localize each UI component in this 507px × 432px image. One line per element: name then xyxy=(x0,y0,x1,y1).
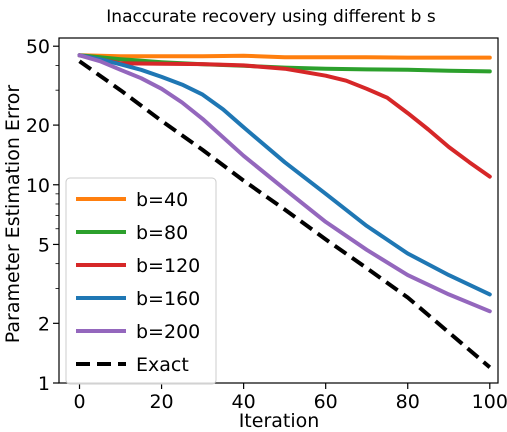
legend-label: b=80 xyxy=(136,222,188,244)
x-tick-label: 20 xyxy=(149,391,173,413)
series-line-b-120 xyxy=(77,53,492,179)
legend-label: b=160 xyxy=(136,288,200,310)
y-axis-label: Parameter Estimation Error xyxy=(2,85,24,344)
x-tick-label: 100 xyxy=(472,391,507,413)
series-line-b-160 xyxy=(77,53,492,297)
y-tick-label: 2 xyxy=(38,313,50,335)
legend: b=40 b=80 b=120 b=160 b=200 Exact xyxy=(65,177,217,385)
y-tick-label: 1 xyxy=(38,373,50,395)
y-tick-label: 20 xyxy=(26,115,50,137)
y-tick-label: 5 xyxy=(38,234,50,256)
y-tick-label: 10 xyxy=(26,175,50,197)
plot-area: 0 20 40 60 80 100 1 2 5 10 20 50 xyxy=(26,36,507,413)
x-axis-label: Iteration xyxy=(239,410,320,432)
series-line-b-200 xyxy=(77,53,492,314)
series-line-b-40 xyxy=(77,53,492,60)
chart-title: Inaccurate recovery using different b s xyxy=(106,7,436,27)
series-line-exact xyxy=(78,59,492,369)
x-tick-label: 80 xyxy=(396,391,420,413)
plot-frame xyxy=(58,37,499,384)
legend-label: b=40 xyxy=(136,189,188,211)
legend-label: b=120 xyxy=(136,255,200,277)
legend-label: Exact xyxy=(136,354,189,376)
x-tick-label: 0 xyxy=(73,391,85,413)
x-tick-label: 40 xyxy=(232,391,256,413)
y-tick-label: 50 xyxy=(26,36,50,58)
legend-label: b=200 xyxy=(136,321,200,343)
x-tick-label: 60 xyxy=(314,391,338,413)
